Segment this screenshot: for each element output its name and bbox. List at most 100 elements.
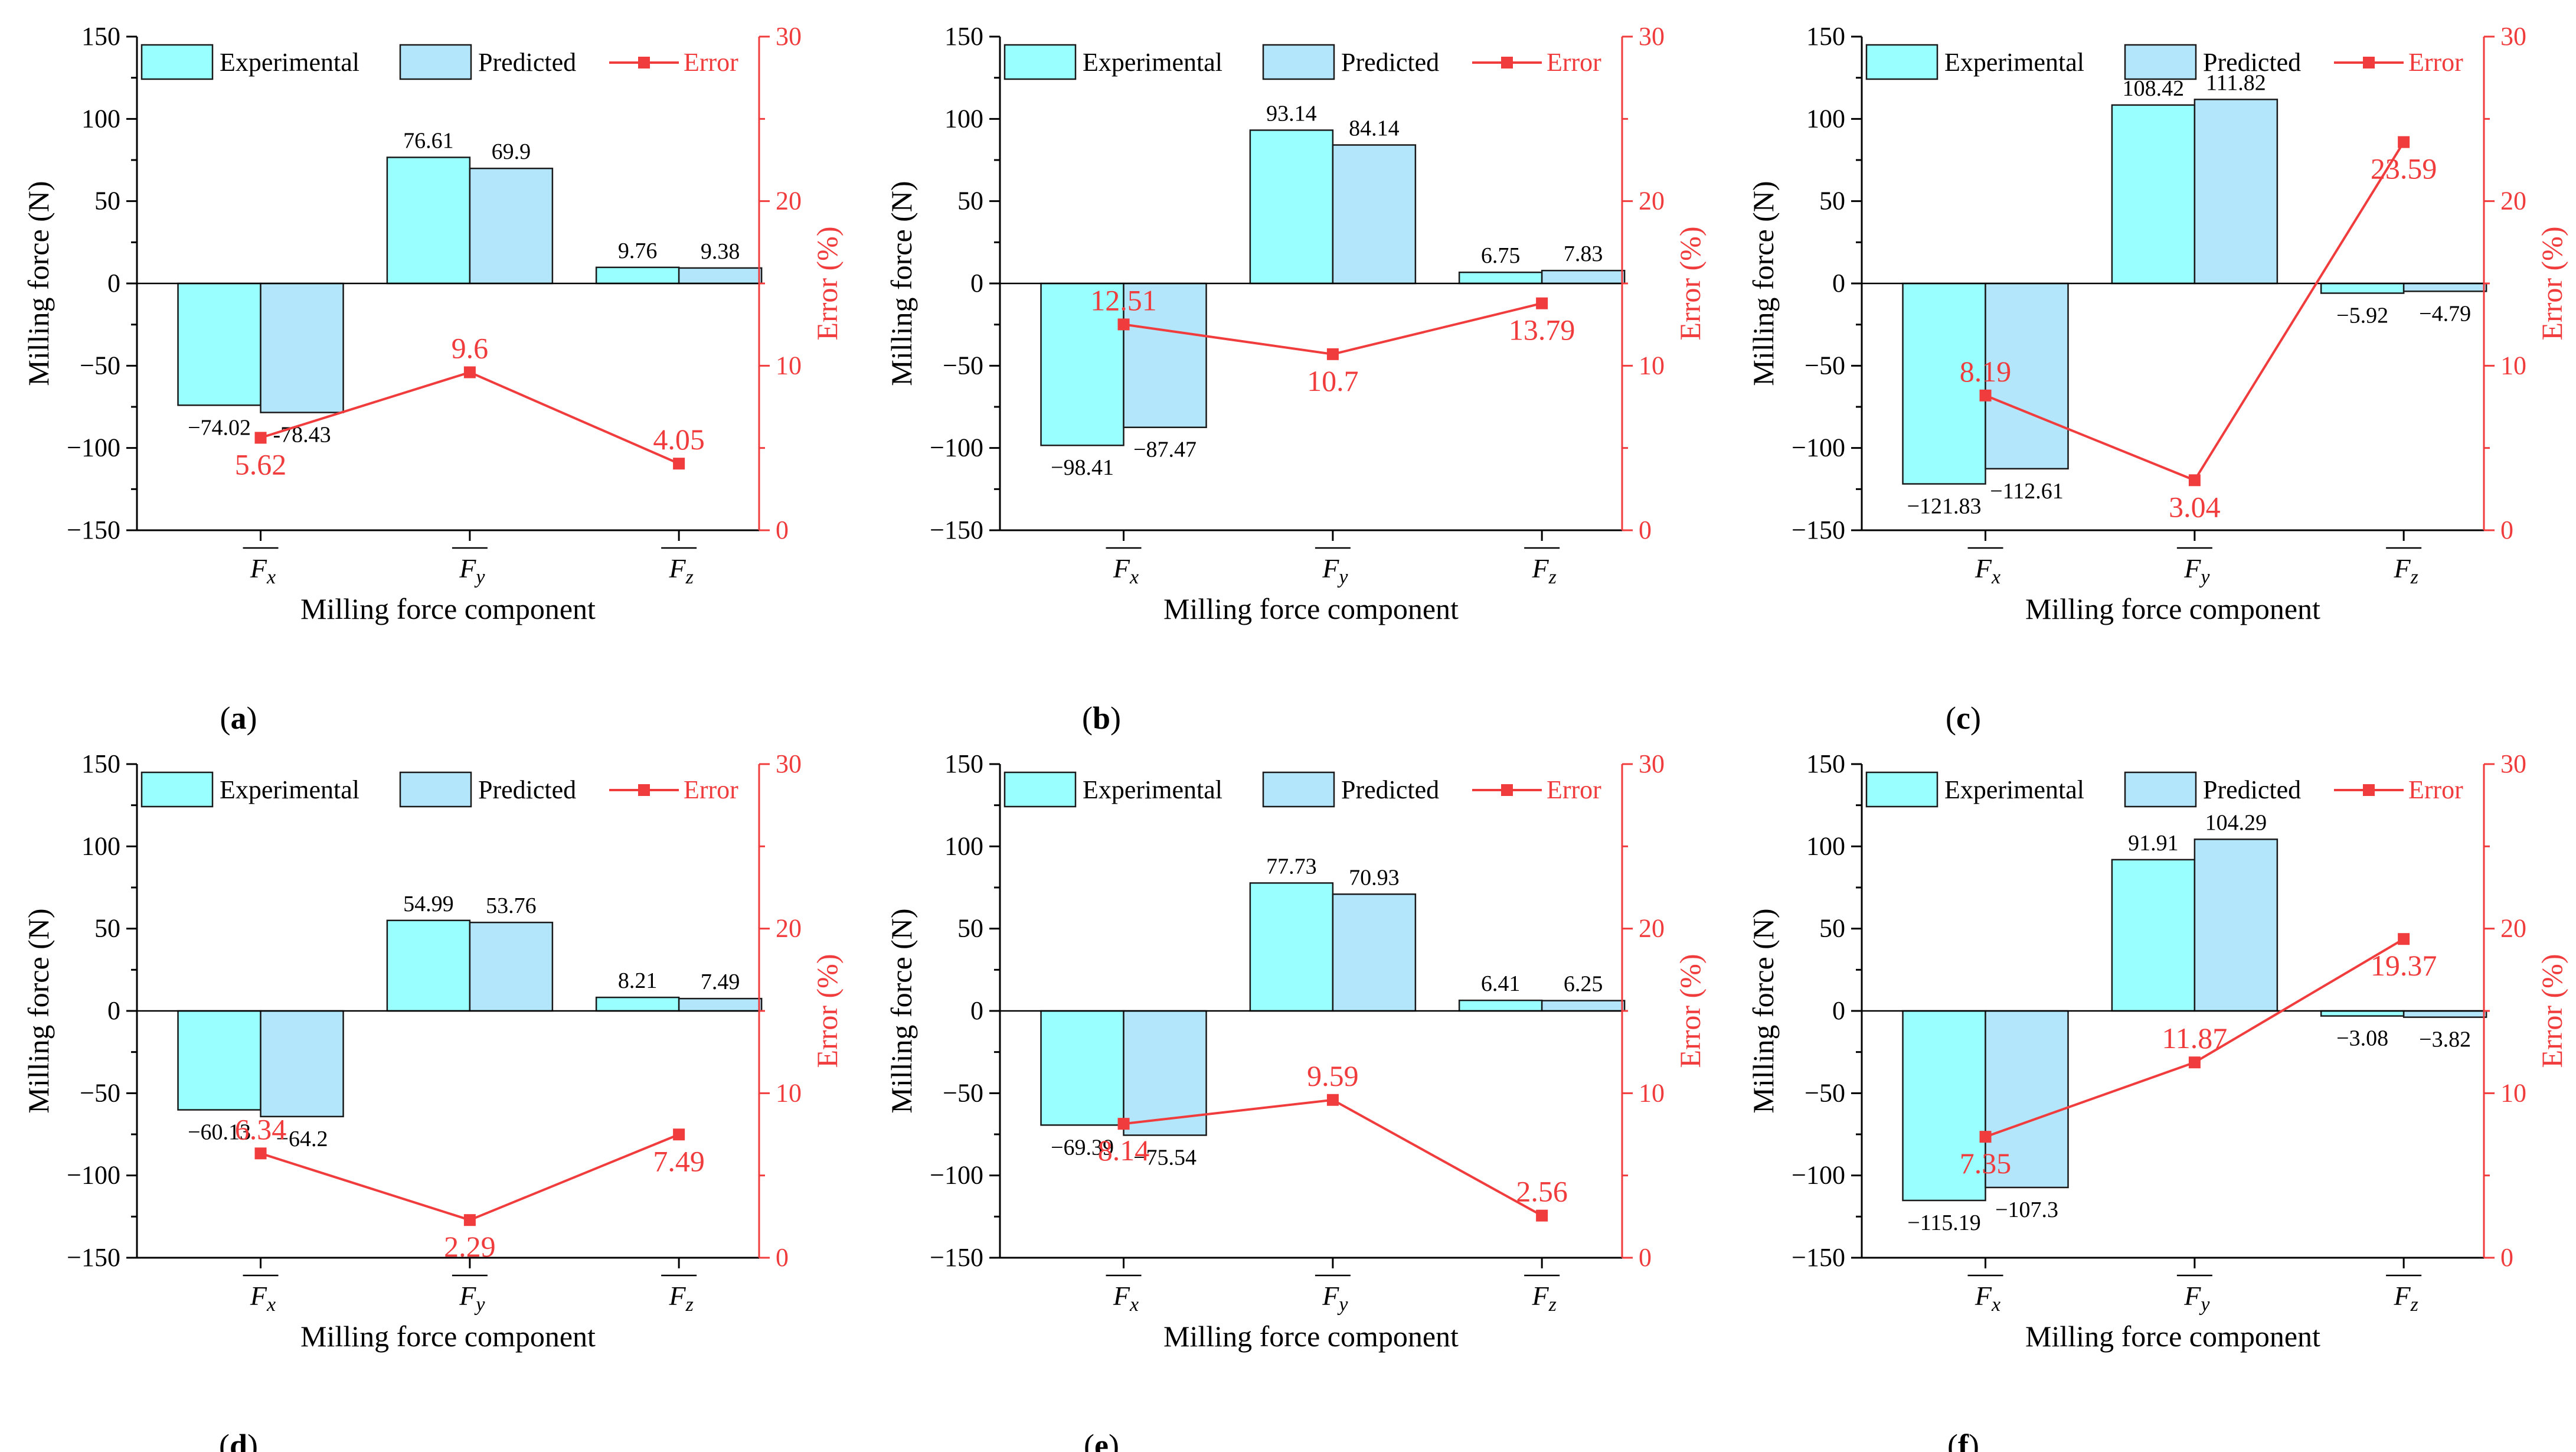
legend-label-experimental: Experimental [1083, 48, 1222, 77]
error-value-label: 19.37 [2371, 949, 2437, 982]
legend-label-predicted: Predicted [1341, 775, 1439, 804]
legend-marker-error [1501, 57, 1513, 68]
error-value-label: 6.34 [235, 1112, 287, 1146]
bar-experimental-z [2320, 1010, 2405, 1017]
category-subscript: x [1129, 1294, 1139, 1316]
y2-axis-title: Error (%) [2535, 227, 2568, 341]
category-symbol: F [2393, 1281, 2411, 1311]
legend-label-experimental: Experimental [1083, 775, 1222, 804]
x-tick-label: Fx [250, 553, 276, 588]
bar-value-label: −74.02 [188, 415, 251, 440]
category-symbol: F [1975, 1281, 1992, 1311]
y-tick-label: 150 [81, 749, 120, 778]
x-axis-title: Milling force component [300, 1320, 596, 1353]
error-marker-z [1536, 297, 1548, 309]
y-axis-title: Milling force (N) [885, 181, 918, 386]
x-tick-label: Fz [2393, 1281, 2418, 1316]
y-tick-label: −150 [1792, 1243, 1845, 1272]
error-marker-z [673, 458, 685, 470]
category-subscript: y [1337, 1294, 1348, 1316]
y2-tick-label: 30 [2500, 749, 2526, 778]
category-subscript: x [1991, 1294, 2000, 1316]
x-axis-title: Milling force component [2025, 1320, 2320, 1353]
legend-marker-error [638, 57, 650, 68]
category-symbol: F [1322, 553, 1339, 583]
y2-tick-label: 0 [2500, 515, 2513, 544]
legend-swatch-predicted [399, 771, 472, 808]
x-axis-title: Milling force component [2025, 592, 2320, 625]
panel-letter: d [230, 1428, 247, 1452]
category-subscript: z [1548, 1294, 1557, 1316]
bar-predicted-y [1332, 144, 1417, 285]
error-value-label: 23.59 [2371, 152, 2437, 185]
y-tick-label: −100 [1792, 1161, 1845, 1190]
y-tick-label: −100 [930, 433, 983, 462]
y-tick-label: −150 [1792, 515, 1845, 544]
x-tick-label: Fx [1113, 1281, 1139, 1316]
y-tick-label: −50 [80, 1078, 120, 1107]
y-tick-label: 50 [94, 187, 120, 216]
y-tick-label: 100 [1806, 831, 1845, 860]
y-tick-label: −100 [67, 1161, 120, 1190]
y2-axis-title: Error (%) [1673, 954, 1707, 1068]
error-marker-y [463, 366, 476, 379]
y2-tick-label: 30 [776, 749, 802, 778]
y2-tick-label: 0 [776, 515, 789, 544]
error-marker-y [2188, 1056, 2201, 1069]
error-value-label: 13.79 [1509, 314, 1575, 347]
error-value-label: 2.56 [1516, 1175, 1568, 1208]
bar-predicted-y [469, 921, 554, 1012]
y-tick-label: −100 [930, 1161, 983, 1190]
legend-marker-error [638, 784, 650, 796]
x-tick-label: Fx [250, 1281, 276, 1316]
y-tick-label: 50 [94, 914, 120, 943]
bar-value-label: −5.92 [2336, 303, 2388, 328]
y-axis-title: Milling force (N) [885, 908, 918, 1113]
bar-experimental-y [1249, 129, 1334, 285]
bar-value-label: 69.9 [492, 139, 531, 164]
legend-label-error: Error [2408, 48, 2463, 77]
y2-tick-label: 20 [2500, 914, 2526, 943]
panel-letter: b [1093, 700, 1110, 736]
x-tick-label: Fy [459, 1281, 485, 1316]
error-value-label: 8.14 [1098, 1134, 1150, 1167]
legend-label-predicted: Predicted [478, 775, 576, 804]
error-marker-y [2188, 474, 2201, 487]
x-tick-label: Fz [668, 553, 693, 588]
y-tick-label: 0 [970, 996, 983, 1025]
y-tick-label: 0 [107, 996, 120, 1025]
bar-value-label: −121.83 [1907, 494, 1982, 518]
panel-letter: f [1958, 1428, 1969, 1452]
bar-value-label: −3.82 [2419, 1027, 2471, 1052]
chart-panel-c: −121.83 108.42 −5.92 −112.61 111.82 −4.79 −150… [1747, 22, 2568, 736]
bar-predicted-x [260, 1010, 344, 1118]
bar-experimental-z [595, 996, 680, 1012]
error-marker-x [254, 432, 267, 444]
panel-caption: (b) [1082, 700, 1121, 736]
y2-axis-title: Error (%) [810, 227, 844, 341]
category-symbol: F [1531, 553, 1549, 583]
bar-value-label: 7.49 [701, 970, 740, 994]
y-tick-label: 0 [107, 269, 120, 298]
category-subscript: y [1337, 566, 1348, 588]
y2-axis-title: Error (%) [2535, 954, 2568, 1068]
bar-predicted-z [1541, 1000, 1626, 1012]
y2-tick-label: 10 [776, 1078, 802, 1107]
error-value-label: 4.05 [653, 423, 705, 456]
legend-label-error: Error [1547, 775, 1601, 804]
category-subscript: y [474, 1294, 485, 1316]
y-tick-label: 150 [944, 22, 983, 51]
panel-caption: (e) [1084, 1428, 1119, 1452]
category-symbol: F [1113, 1281, 1130, 1311]
error-value-label: 8.19 [1960, 355, 2012, 388]
legend-swatch-experimental [1865, 771, 1938, 808]
chart-panel-b: −98.41 93.14 6.75 −87.47 84.14 7.83 −150 −100 −5… [885, 22, 1707, 736]
error-marker-x [1979, 1131, 1992, 1143]
category-symbol: F [2393, 553, 2411, 583]
category-symbol: F [1975, 553, 1992, 583]
bar-value-label: 6.25 [1564, 972, 1603, 997]
y2-tick-label: 20 [776, 914, 802, 943]
legend-label-experimental: Experimental [220, 775, 359, 804]
category-symbol: F [2183, 1281, 2201, 1311]
y2-axis-title: Error (%) [1673, 227, 1707, 341]
